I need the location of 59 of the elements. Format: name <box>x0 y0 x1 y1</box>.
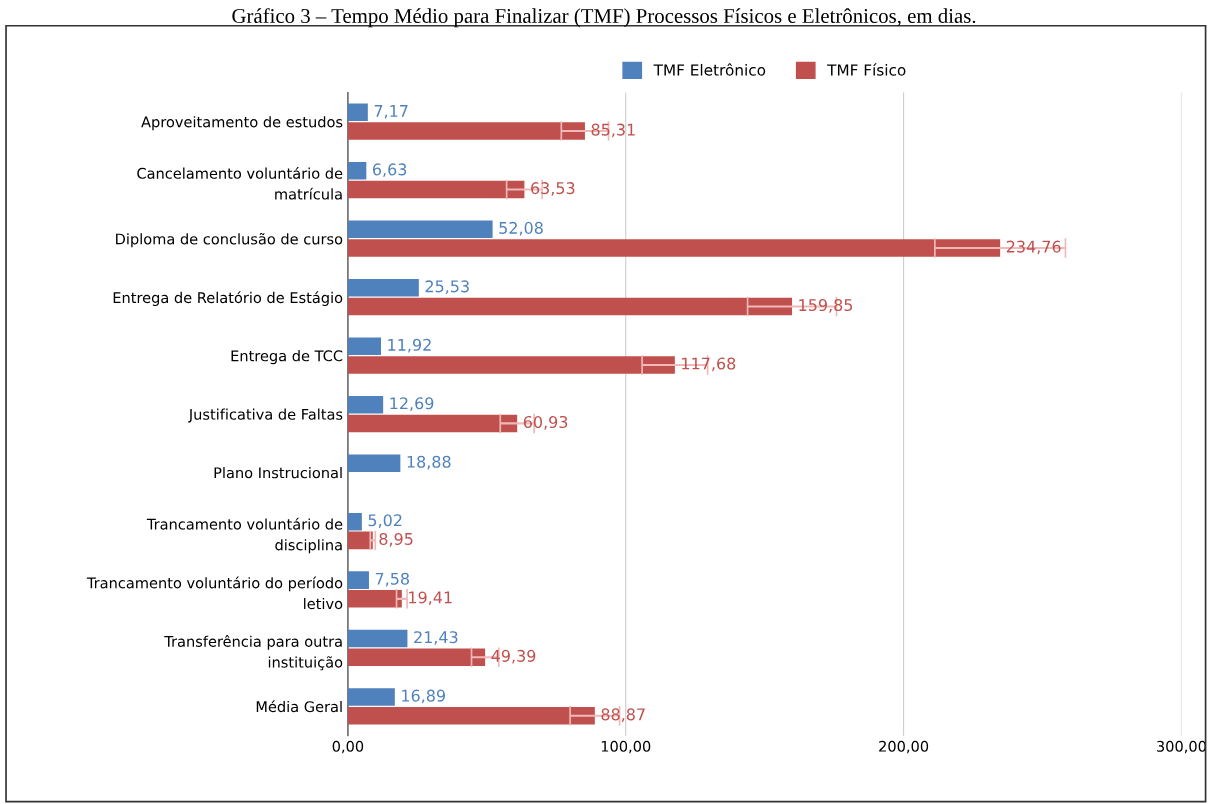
x-tick-label: 200,00 <box>879 740 929 754</box>
data-label: 7,58 <box>375 572 409 587</box>
data-label: 8,95 <box>379 532 413 547</box>
data-label: 5,02 <box>368 514 402 528</box>
x-tick-label: 0,00 <box>332 740 364 754</box>
data-label: 117,68 <box>682 357 736 372</box>
data-label: 11,92 <box>388 338 431 353</box>
bar <box>347 103 368 122</box>
legend-label: TMF Eletrônico <box>653 63 766 76</box>
y-tick-label: Justificativa de Faltas <box>188 408 343 423</box>
bar <box>347 356 675 374</box>
x-tick-label: 100,00 <box>601 740 651 754</box>
data-label: 25,53 <box>425 280 469 295</box>
y-tick-label: Entrega de TCC <box>231 350 343 365</box>
bar <box>347 571 369 589</box>
bar <box>347 297 793 316</box>
bar <box>347 395 384 414</box>
bar <box>347 707 595 725</box>
data-label: 159,85 <box>799 299 853 313</box>
data-label: 88,87 <box>601 708 645 723</box>
data-label: 85,31 <box>591 123 635 138</box>
bar <box>347 122 585 140</box>
bar <box>347 512 362 531</box>
bar <box>347 337 382 355</box>
data-label: 21,43 <box>414 631 458 645</box>
data-label: 52,08 <box>499 221 543 236</box>
y-tick-label: Entrega de Relatório de Estágio <box>113 291 343 306</box>
data-label: 6,63 <box>373 163 407 178</box>
legend-label: TMF Físico <box>827 63 906 76</box>
y-tick-label: Trancamento voluntário do período letivo <box>86 576 343 610</box>
bar <box>347 688 395 706</box>
bar <box>347 590 402 608</box>
y-tick-label: Aproveitamento de estudos <box>141 116 343 131</box>
data-label: 19,41 <box>409 591 452 606</box>
x-tick-label: 300,00 <box>1157 740 1206 754</box>
y-tick-label: Cancelamento voluntário de matrícula <box>137 166 343 200</box>
data-label: 12,69 <box>390 397 434 411</box>
data-label: 234,76 <box>1006 240 1061 255</box>
data-label: 63,53 <box>531 182 575 196</box>
bar <box>347 162 367 180</box>
data-label: 16,89 <box>402 689 445 704</box>
bar <box>347 180 525 199</box>
data-label: 18,88 <box>407 455 451 470</box>
y-tick-label: Transferência para outra instituição <box>164 635 343 671</box>
y-tick-label: Trancamento voluntário de disciplina <box>146 517 343 554</box>
chart-title: Gráfico 3 – Tempo Médio para Finalizar (TMF) Processos Físicos e Eletrônicos, em dias. <box>232 8 976 28</box>
bar <box>347 414 518 433</box>
bar <box>347 220 493 239</box>
y-tick-label: Média Geral <box>256 700 342 713</box>
data-label: 7,17 <box>374 105 408 119</box>
y-tick-label: Plano Instrucional <box>214 466 342 479</box>
data-label: 49,39 <box>491 649 536 664</box>
bar <box>347 239 1001 257</box>
bar <box>347 629 408 648</box>
data-label: 60,93 <box>523 415 568 430</box>
bar <box>347 278 419 297</box>
bar <box>347 648 486 667</box>
bar <box>347 454 401 472</box>
y-tick-label: Diploma de conclusão de curso <box>116 232 343 248</box>
